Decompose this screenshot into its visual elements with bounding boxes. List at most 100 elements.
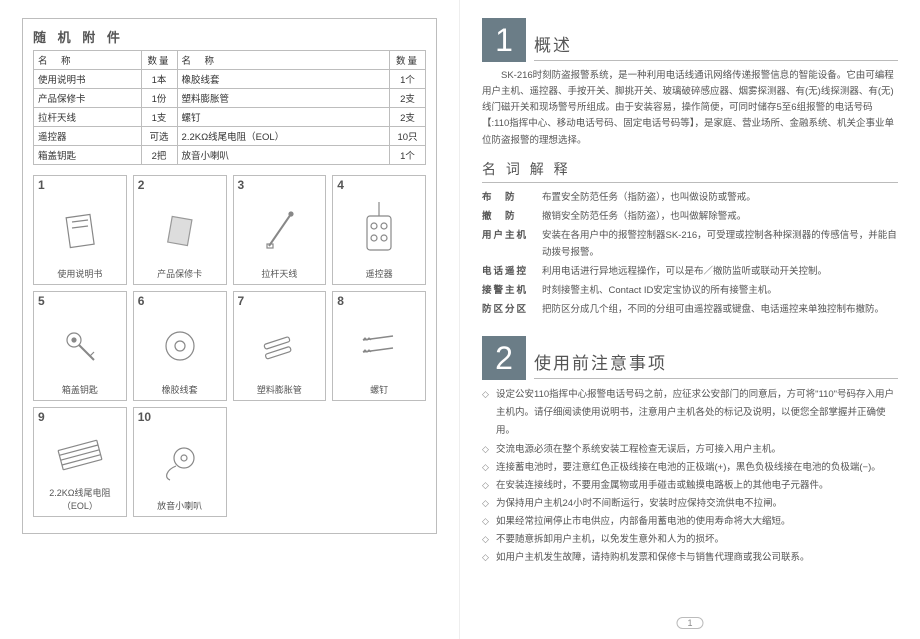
cell-num: 10 (134, 408, 226, 426)
def-desc: 安装在各用户中的报警控制器SK-216，可受理或控制各种探测器的传感信号，并能自… (542, 227, 898, 261)
def-term: 接警主机 (482, 282, 542, 299)
cell-cap: 产品保修卡 (134, 265, 226, 284)
cell-cap: 螺钉 (333, 381, 425, 400)
cell-cap: 橡胶线套 (134, 381, 226, 400)
acc-qty: 1个 (390, 146, 426, 165)
bullet-item: 在安装连接线时，不要用金属物或用手碰击或触摸电路板上的其他电子元器件。 (482, 477, 898, 495)
bullet-item: 连接蓄电池时，要注意红色正极线接在电池的正极端(+)，黑色负极线接在电池的负极端… (482, 459, 898, 477)
antenna-icon (234, 194, 326, 265)
overview-paragraph: SK-216时刻防盗报警系统，是一种利用电话线通讯网络传递报警信息的智能设备。它… (482, 68, 898, 149)
bullet-item: 交流电源必须在整个系统安装工程检查无误后，方可接入用户主机。 (482, 441, 898, 459)
bullet-item: 如果经常拉闸停止市电供应，内部备用蓄电池的使用寿命将大大缩短。 (482, 513, 898, 531)
resistor-icon (34, 426, 126, 484)
acc-name: 拉杆天线 (34, 108, 142, 127)
section-title: 使用前注意事项 (534, 349, 898, 379)
manual-icon (34, 194, 126, 265)
acc-qty: 2支 (390, 89, 426, 108)
def-desc: 撤销安全防范任务（指防盗），也叫做解除警戒。 (542, 208, 898, 225)
definitions-list: 布 防布置安全防范任务（指防盗），也叫做设防或警戒。 撤 防撤销安全防范任务（指… (482, 189, 898, 319)
grid-cell: 4 遥控器 (332, 175, 426, 285)
acc-qty: 2把 (141, 146, 177, 165)
grommet-icon (134, 310, 226, 381)
acc-name: 遥控器 (34, 127, 142, 146)
acc-name: 螺钉 (177, 108, 389, 127)
cell-num: 4 (333, 176, 425, 194)
acc-qty: 1本 (141, 70, 177, 89)
cell-cap: 放音小喇叭 (134, 497, 226, 516)
grid-cell: 3 拉杆天线 (233, 175, 327, 285)
accessories-title: 随 机 附 件 (33, 27, 426, 46)
grid-cell: 10 放音小喇叭 (133, 407, 227, 517)
col-qty: 数量 (390, 51, 426, 70)
grid-cell: 8 螺钉 (332, 291, 426, 401)
screw-icon (333, 310, 425, 381)
section-title: 概述 (534, 31, 898, 61)
acc-qty: 1份 (141, 89, 177, 108)
acc-name: 橡胶线套 (177, 70, 389, 89)
cell-cap: 箱盖钥匙 (34, 381, 126, 400)
cell-num: 7 (234, 292, 326, 310)
cell-num: 1 (34, 176, 126, 194)
def-desc: 利用电话进行异地远程操作，可以是布／撤防监听或联动开关控制。 (542, 263, 898, 280)
acc-qty: 1支 (141, 108, 177, 127)
def-term: 电话遥控 (482, 263, 542, 280)
acc-name: 放音小喇叭 (177, 146, 389, 165)
cell-cap: 遥控器 (333, 265, 425, 284)
acc-name: 箱盖钥匙 (34, 146, 142, 165)
acc-name: 2.2KΩ线尾电阻（EOL） (177, 127, 389, 146)
grid-cell: 5 箱盖钥匙 (33, 291, 127, 401)
left-page: 随 机 附 件 名 称 数量 名 称 数量 使用说明书1本 橡胶线套1个 产品保… (0, 0, 460, 639)
section-num: 2 (482, 336, 526, 380)
cell-num: 5 (34, 292, 126, 310)
cell-cap: 拉杆天线 (234, 265, 326, 284)
acc-qty: 2支 (390, 108, 426, 127)
cell-num: 9 (34, 408, 126, 426)
cell-num: 2 (134, 176, 226, 194)
key-icon (34, 310, 126, 381)
right-page: 1 概述 SK-216时刻防盗报警系统，是一种利用电话线通讯网络传递报警信息的智… (460, 0, 920, 639)
section-num: 1 (482, 18, 526, 62)
cell-cap: 使用说明书 (34, 265, 126, 284)
definitions-title: 名 词 解 释 (482, 159, 898, 183)
cell-num: 3 (234, 176, 326, 194)
section-2-head: 2 使用前注意事项 (482, 336, 898, 380)
bullet-item: 为保持用户主机24小时不间断运行，安装时应保持交流供电不拉闸。 (482, 495, 898, 513)
def-term: 布 防 (482, 189, 542, 206)
section-1-head: 1 概述 (482, 18, 898, 62)
acc-qty: 10只 (390, 127, 426, 146)
def-term: 防区分区 (482, 301, 542, 318)
def-desc: 布置安全防范任务（指防盗），也叫做设防或警戒。 (542, 189, 898, 206)
bullet-item: 如用户主机发生故障，请持购机发票和保修卡与销售代理商或我公司联系。 (482, 549, 898, 567)
def-desc: 把防区分成几个组，不同的分组可由遥控器或键盘、电话遥控来单独控制布撤防。 (542, 301, 898, 318)
grid-cell: 7 塑料膨胀管 (233, 291, 327, 401)
acc-name: 使用说明书 (34, 70, 142, 89)
accessories-grid: 1 使用说明书 2 产品保修卡 3 拉杆天线 4 遥控器 (33, 175, 426, 517)
cell-cap: 塑料膨胀管 (234, 381, 326, 400)
card-icon (134, 194, 226, 265)
acc-qty: 可选 (141, 127, 177, 146)
def-term: 撤 防 (482, 208, 542, 225)
grid-cell: 2 产品保修卡 (133, 175, 227, 285)
accessories-table: 名 称 数量 名 称 数量 使用说明书1本 橡胶线套1个 产品保修卡1份 塑料膨… (33, 50, 426, 165)
acc-qty: 1个 (390, 70, 426, 89)
page-number: 1 (676, 617, 703, 629)
grid-cell: 6 橡胶线套 (133, 291, 227, 401)
def-desc: 时刻接警主机、Contact ID安定宝协议的所有接警主机。 (542, 282, 898, 299)
grid-cell: 1 使用说明书 (33, 175, 127, 285)
remote-icon (333, 194, 425, 265)
def-term: 用户主机 (482, 227, 542, 261)
col-qty: 数量 (141, 51, 177, 70)
col-name: 名 称 (177, 51, 389, 70)
anchor-icon (234, 310, 326, 381)
bullet-item: 不要随意拆卸用户主机，以免发生意外和人为的损坏。 (482, 531, 898, 549)
col-name: 名 称 (34, 51, 142, 70)
speaker-icon (134, 426, 226, 497)
grid-cell: 9 2.2KΩ线尾电阻（EOL） (33, 407, 127, 517)
accessories-box: 随 机 附 件 名 称 数量 名 称 数量 使用说明书1本 橡胶线套1个 产品保… (22, 18, 437, 534)
precautions-list: 设定公安110指挥中心报警电话号码之前，应征求公安部门的同意后，方可将"110"… (482, 386, 898, 566)
acc-name: 产品保修卡 (34, 89, 142, 108)
cell-cap: 2.2KΩ线尾电阻（EOL） (34, 484, 126, 516)
cell-num: 6 (134, 292, 226, 310)
bullet-item: 设定公安110指挥中心报警电话号码之前，应征求公安部门的同意后，方可将"110"… (482, 386, 898, 440)
acc-name: 塑料膨胀管 (177, 89, 389, 108)
